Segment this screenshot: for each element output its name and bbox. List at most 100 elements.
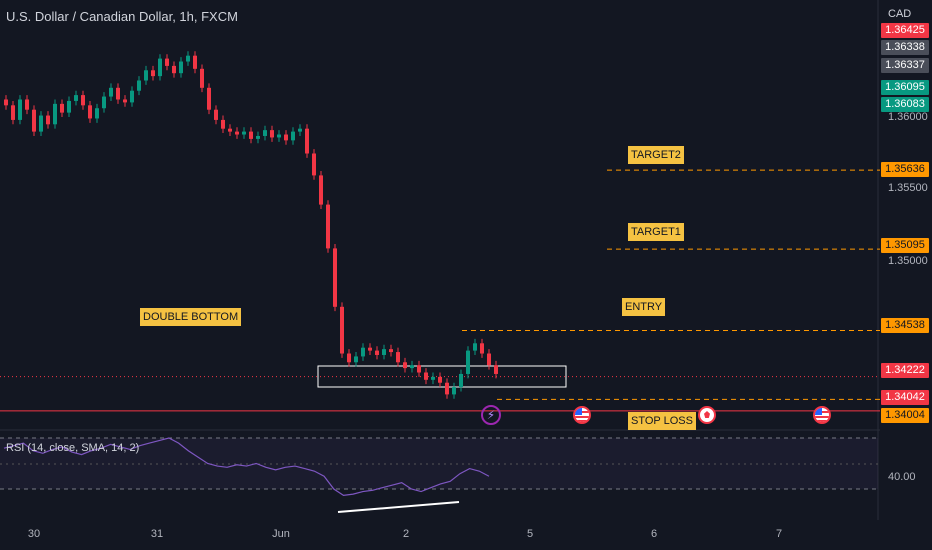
candle-body	[151, 70, 155, 77]
price-tag-green2: 1.36083	[881, 97, 929, 112]
candle-body	[263, 130, 267, 136]
stop-loss-note[interactable]: STOP LOSS	[628, 412, 696, 430]
candle-body	[242, 131, 246, 135]
candle-body	[410, 365, 414, 369]
candle-body	[207, 87, 211, 110]
candle-body	[32, 109, 36, 132]
price-tag-grey2: 1.36337	[881, 58, 929, 73]
candle-body	[60, 103, 64, 113]
candle-body	[431, 376, 435, 380]
candle-body	[249, 131, 253, 139]
candle-body	[382, 349, 386, 355]
candle-body	[109, 87, 113, 97]
candle-body	[144, 70, 148, 81]
candle-body	[67, 100, 71, 113]
candle-body	[319, 175, 323, 205]
x-tick-jun: Jun	[272, 528, 290, 540]
entry-note[interactable]: ENTRY	[622, 298, 666, 316]
candle-body	[368, 347, 372, 351]
flag-us-icon[interactable]	[813, 406, 831, 424]
price-tag-current: 1.34222	[881, 363, 929, 378]
price-tag-stop-loss: 1.34004	[881, 408, 929, 423]
candle-body	[403, 362, 407, 369]
x-tick-7: 7	[775, 528, 783, 540]
candle-body	[200, 68, 204, 88]
candle-body	[333, 248, 337, 307]
y-tick-135500: 1.35500	[888, 182, 928, 194]
target1-note[interactable]: TARGET1	[628, 223, 684, 241]
candle-body	[137, 80, 141, 91]
candle-body	[179, 61, 183, 74]
candle-body	[130, 90, 134, 103]
candle-body	[438, 376, 442, 383]
candle-body	[361, 347, 365, 357]
candle-body	[389, 349, 393, 353]
candle-body	[39, 115, 43, 132]
candle-body	[193, 55, 197, 69]
price-tag-top: 1.36425	[881, 23, 929, 38]
price-tag-grey1: 1.36338	[881, 40, 929, 55]
candle-body	[452, 387, 456, 395]
candle-body	[417, 365, 421, 373]
candle-body	[256, 135, 260, 139]
candle-body	[81, 95, 85, 106]
candle-body	[116, 87, 120, 100]
candle-body	[228, 128, 232, 132]
x-tick-31: 31	[150, 528, 164, 540]
candle-body	[18, 99, 22, 120]
y-tick-136000: 1.36000	[888, 111, 928, 123]
rsi-value: 40.00	[888, 471, 916, 483]
rsi-line	[3, 437, 490, 496]
candle-body	[4, 99, 8, 106]
candle-body	[74, 95, 78, 101]
x-tick-5: 5	[526, 528, 534, 540]
candle-body	[424, 372, 428, 380]
price-tag-green1: 1.36095	[881, 80, 929, 95]
candle-body	[284, 134, 288, 141]
rsi-divergence-line	[337, 501, 460, 513]
candle-body	[326, 204, 330, 249]
candle-body	[340, 306, 344, 354]
price-tag-support: 1.34042	[881, 390, 929, 405]
double-bottom-note[interactable]: DOUBLE BOTTOM	[140, 308, 242, 326]
candle-body	[396, 352, 400, 363]
candle-body	[221, 119, 225, 129]
candle-body	[466, 350, 470, 374]
candle-body	[312, 153, 316, 176]
candle-body	[158, 58, 162, 77]
candle-body	[270, 130, 274, 138]
price-tag-target2: 1.35636	[881, 162, 929, 177]
candle-body	[53, 103, 57, 125]
candle-body	[459, 373, 463, 388]
lightning-icon[interactable]: ⚡	[481, 405, 501, 425]
candle-body	[354, 356, 358, 363]
candle-body	[46, 115, 50, 125]
candle-body	[186, 55, 190, 62]
price-tag-entry: 1.34538	[881, 318, 929, 333]
candle-body	[11, 105, 15, 120]
candle-body	[291, 131, 295, 141]
candle-body	[375, 350, 379, 355]
price-tag-target1: 1.35095	[881, 238, 929, 253]
candle-body	[123, 99, 127, 103]
candle-body	[305, 128, 309, 154]
candle-body	[25, 99, 29, 110]
candle-body	[445, 382, 449, 395]
candle-body	[88, 105, 92, 119]
candle-body	[235, 131, 239, 135]
rsi-label: RSI (14, close, SMA, 14, 2)	[6, 442, 140, 454]
y-tick-135000: 1.35000	[888, 255, 928, 267]
candle-body	[214, 109, 218, 120]
x-tick-30: 30	[27, 528, 41, 540]
x-tick-2: 2	[402, 528, 410, 540]
flag-us-icon[interactable]	[573, 406, 591, 424]
double-bottom-box	[317, 365, 567, 388]
candle-body	[347, 353, 351, 363]
candle-body	[480, 343, 484, 354]
candle-body	[95, 108, 99, 119]
flag-ca-icon[interactable]	[698, 406, 716, 424]
candle-body	[494, 365, 498, 374]
candle-body	[165, 58, 169, 66]
target2-note[interactable]: TARGET2	[628, 146, 684, 164]
